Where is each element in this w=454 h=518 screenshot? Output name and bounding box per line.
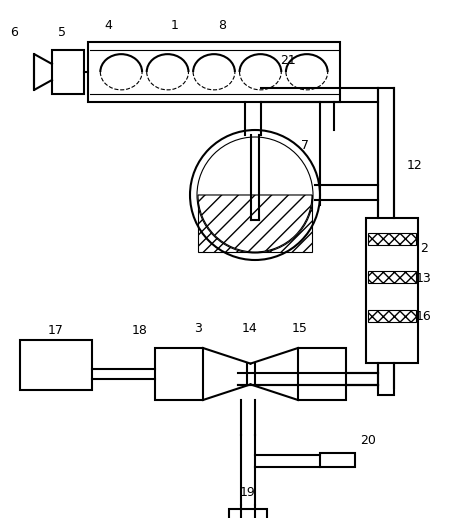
- Bar: [52, 50, 84, 94]
- Bar: [198, 195, 312, 252]
- Text: 16: 16: [416, 309, 432, 323]
- Bar: [378, 88, 394, 395]
- Text: 4: 4: [104, 19, 112, 32]
- Text: 3: 3: [194, 322, 202, 335]
- Text: 17: 17: [48, 324, 64, 337]
- Text: 13: 13: [416, 271, 432, 284]
- Bar: [368, 271, 416, 283]
- Text: 19: 19: [240, 485, 256, 498]
- Text: 12: 12: [407, 159, 423, 171]
- Bar: [366, 218, 418, 363]
- Text: 7: 7: [301, 138, 309, 151]
- Bar: [298, 348, 346, 400]
- Text: 8: 8: [218, 19, 226, 32]
- Text: 14: 14: [242, 322, 258, 335]
- Bar: [320, 453, 355, 467]
- Wedge shape: [198, 195, 312, 252]
- Text: 18: 18: [132, 324, 148, 337]
- Bar: [20, 340, 92, 390]
- Bar: [88, 42, 340, 102]
- Bar: [368, 233, 416, 245]
- Text: 21: 21: [280, 53, 296, 66]
- Text: 1: 1: [171, 19, 179, 32]
- Bar: [368, 310, 416, 322]
- Text: 5: 5: [58, 25, 66, 38]
- Text: 6: 6: [10, 25, 18, 38]
- Bar: [229, 509, 267, 518]
- Text: 2: 2: [420, 241, 428, 254]
- Text: 20: 20: [360, 434, 376, 447]
- Text: 15: 15: [292, 322, 308, 335]
- Bar: [155, 348, 203, 400]
